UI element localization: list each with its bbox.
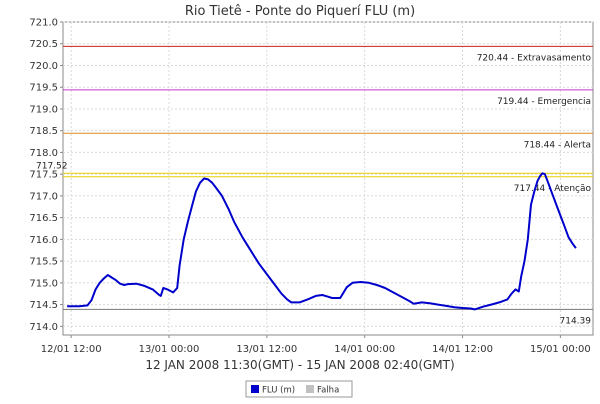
y-tick-label: 719.0	[29, 104, 58, 115]
threshold-label: 714.39	[560, 316, 592, 326]
y-tick-label: 717.5	[29, 170, 58, 181]
legend-swatch-flu	[251, 385, 259, 393]
y-tick-label: 718.0	[29, 148, 58, 159]
threshold-label: 720.44 - Extravasamento	[477, 53, 592, 63]
x-tick-label: 15/01 00:00	[530, 344, 591, 355]
y-tick-label: 720.0	[29, 61, 58, 72]
y-tick-label: 721.0	[29, 18, 58, 29]
y-axis: 714.0 714.5 715.0 715.5 716.0 716.5 717.0 717.5…	[29, 18, 63, 333]
x-tick-label: 13/01 00:00	[139, 344, 200, 355]
legend-box	[245, 380, 353, 398]
y-tick-label: 715.5	[29, 257, 58, 268]
x-axis-label: 12 JAN 2008 11:30(GMT) - 15 JAN 2008 02:…	[145, 358, 454, 372]
y-tick-label: 716.0	[29, 235, 58, 246]
y-tick-label: 718.5	[29, 126, 58, 137]
series-line-0	[67, 172, 577, 311]
x-tick-label: 14/01 00:00	[334, 344, 395, 355]
legend-label-flu: FLU (m)	[262, 386, 295, 396]
y-tick-label: 714.5	[29, 300, 58, 311]
max-marker-label: 717.52	[36, 161, 68, 171]
threshold-label: 718.44 - Alerta	[524, 140, 591, 150]
plot-area	[62, 21, 594, 336]
grid-lines	[63, 21, 593, 335]
series-layer	[67, 172, 577, 311]
chart-title: Rio Tietê - Ponte do Piquerí FLU (m)	[185, 4, 415, 19]
y-tick-label: 717.0	[29, 191, 58, 202]
threshold-label: 719.44 - Emergencia	[497, 97, 591, 107]
x-axis: 12/01 12:00 13/01 00:00 13/01 12:00 14/01 0…	[41, 335, 591, 355]
y-tick-label: 720.5	[29, 39, 58, 50]
threshold-label: 717.44 - Atenção	[514, 184, 592, 194]
x-tick-label: 12/01 12:00	[41, 344, 102, 355]
y-tick-label: 714.0	[29, 322, 58, 333]
legend: FLU (m) Falha	[245, 380, 353, 398]
legend-label-falha: Falha	[317, 386, 339, 396]
x-tick-label: 14/01 12:00	[432, 344, 493, 355]
x-tick-label: 13/01 12:00	[236, 344, 297, 355]
y-tick-label: 719.5	[29, 83, 58, 94]
threshold-lines: 720.44 - Extravasamento 719.44 - Emergenc…	[36, 45, 593, 326]
y-tick-label: 715.0	[29, 278, 58, 289]
legend-swatch-falha	[306, 385, 314, 393]
y-tick-label: 716.5	[29, 213, 58, 224]
